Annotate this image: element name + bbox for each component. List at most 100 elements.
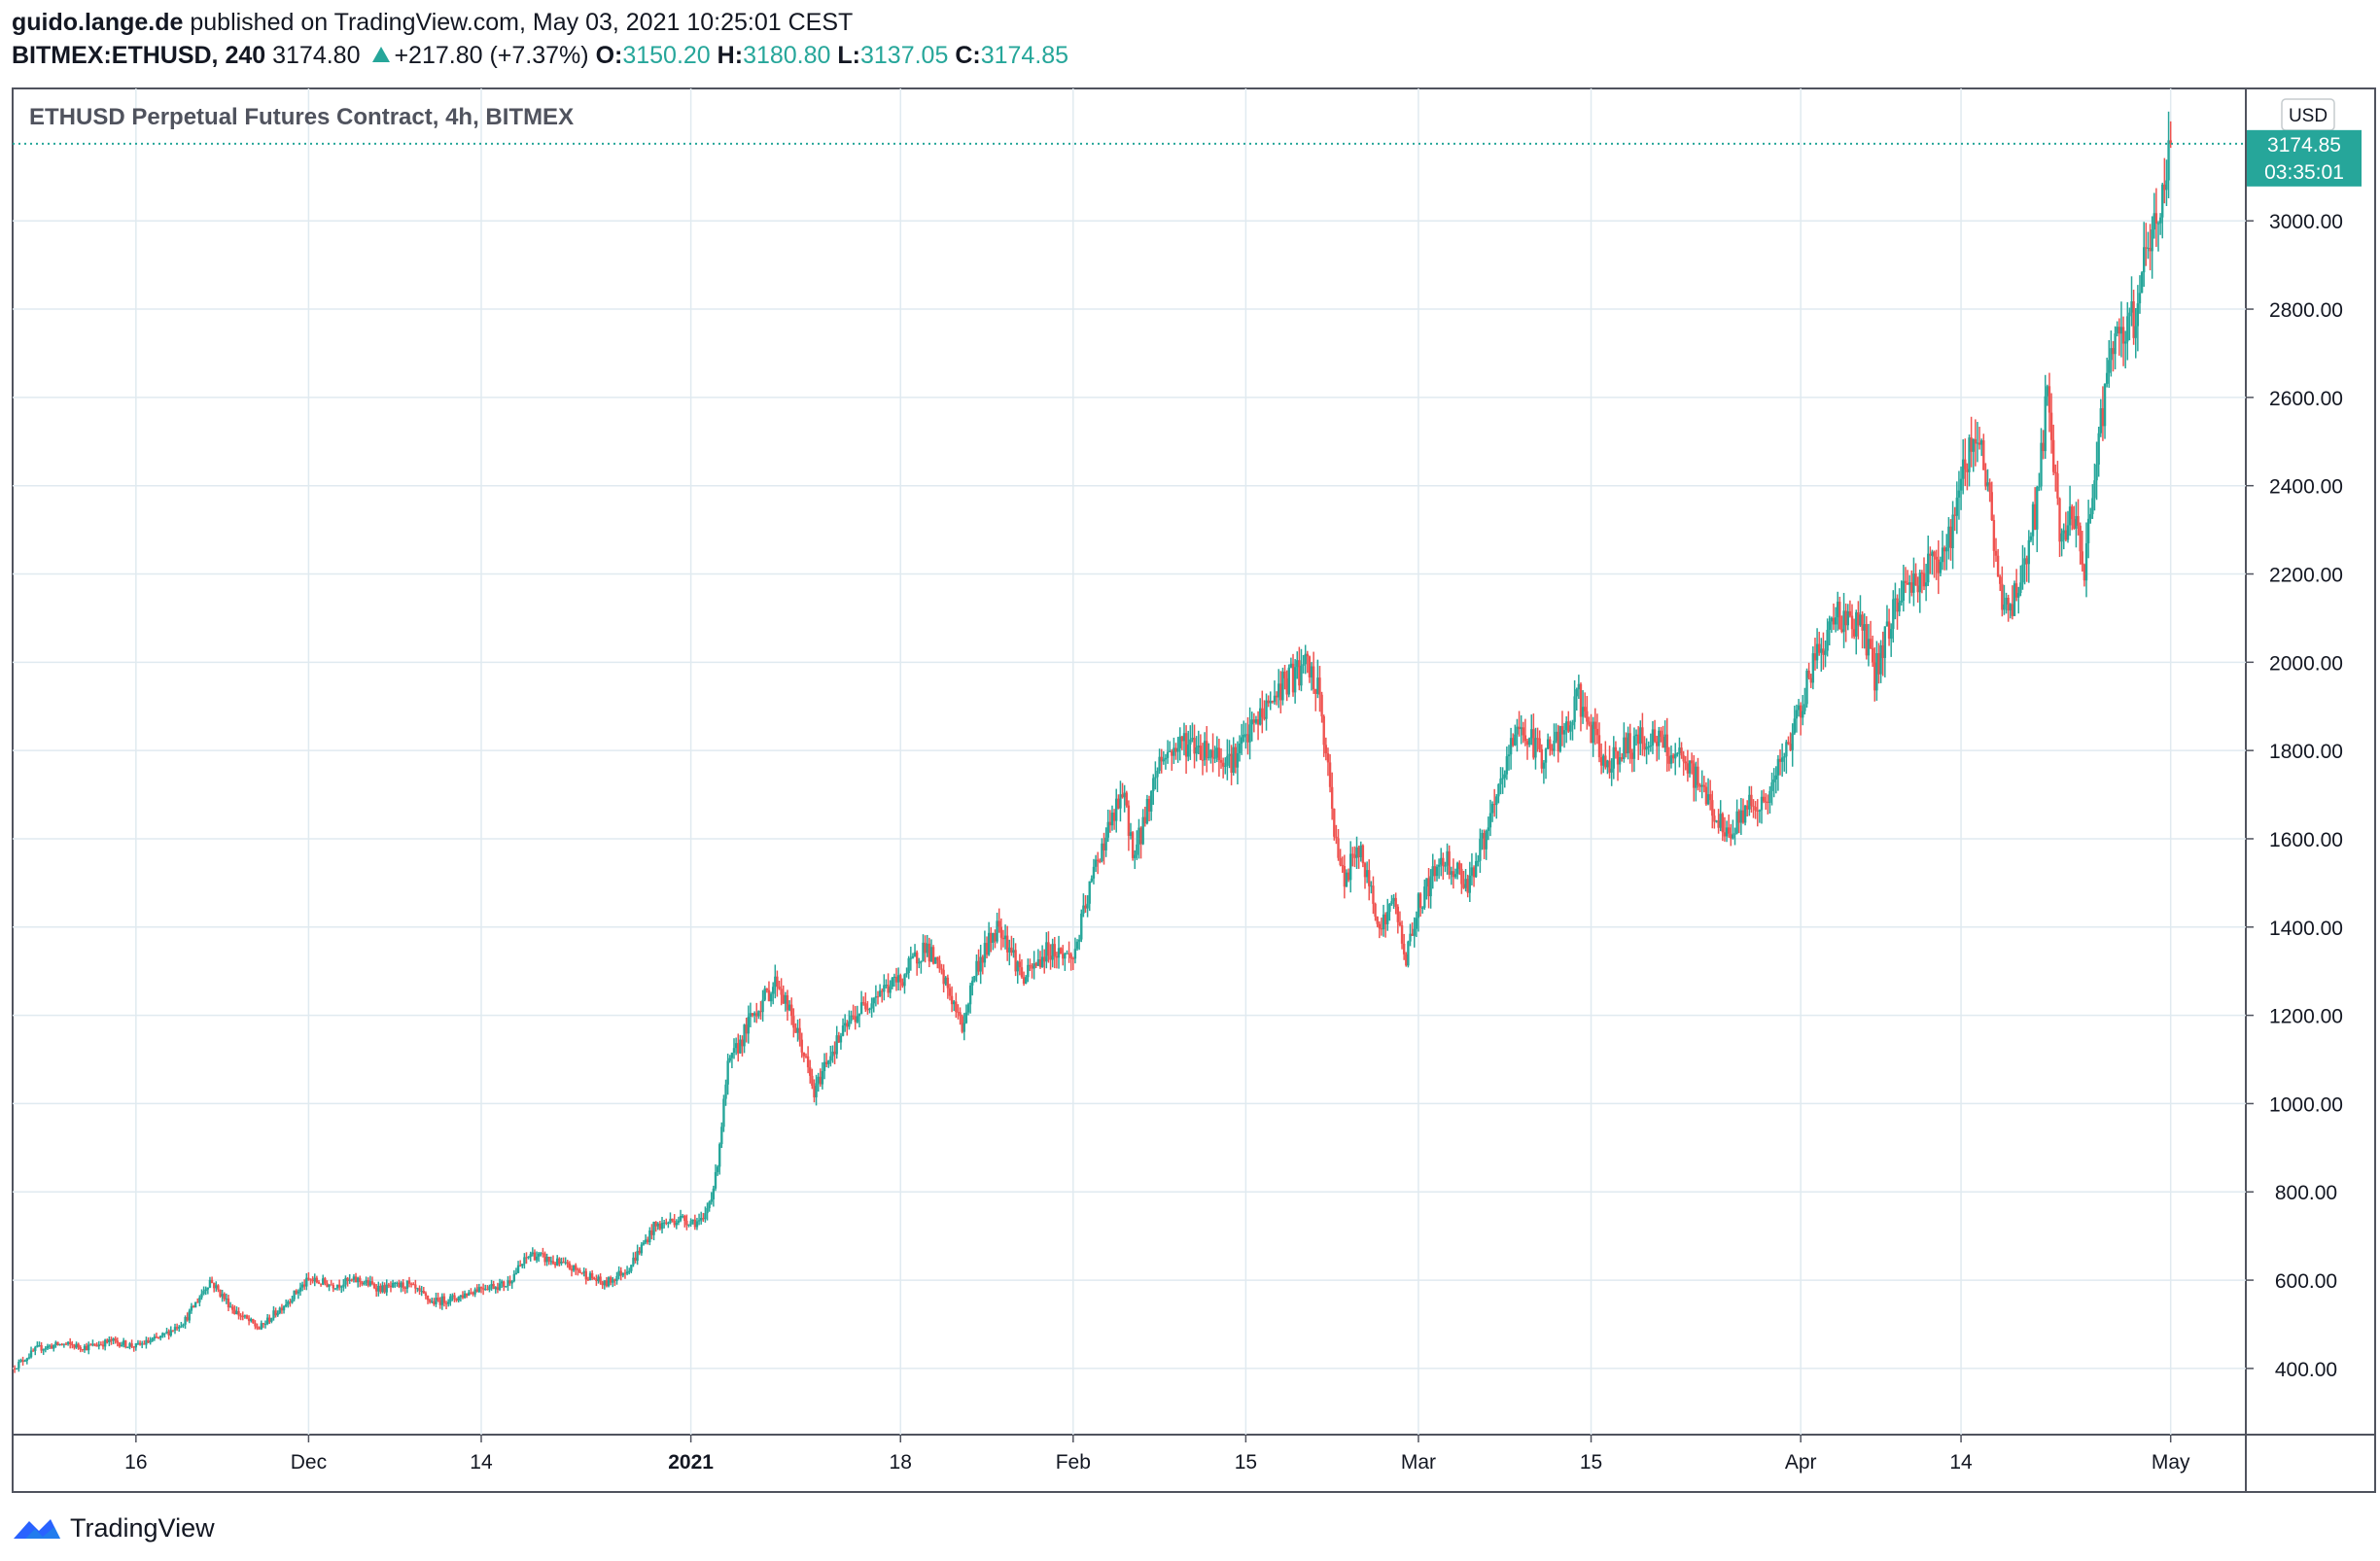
candle-body [2108,360,2111,373]
candle-body [778,986,781,989]
candle-body [428,1300,432,1302]
candle-body [1756,810,1759,812]
up-arrow-icon [372,47,391,62]
candle-body [1036,959,1040,966]
candle-body [545,1256,548,1263]
high-label: H: [717,42,744,69]
candle-body [1029,964,1032,966]
y-tick-label: 400.00 [2275,1359,2337,1381]
candle-body [535,1256,539,1261]
candle-body [1834,617,1838,625]
candle-body [256,1326,259,1329]
candle-body [1156,771,1159,778]
candle-body [752,1013,756,1016]
candle-body [2116,327,2118,333]
candle-body [496,1287,500,1291]
candle-body [1217,747,1221,760]
candle-body [599,1276,602,1283]
candle-body [804,1056,808,1058]
candle-body [1088,881,1091,904]
candle-body [679,1216,682,1221]
open-value: 3150.20 [622,42,711,69]
candle-body [2064,530,2068,540]
candle-body [1062,954,1065,959]
candle-body [398,1282,401,1288]
candle-body [1837,602,1839,618]
countdown-label: 03:35:01 [2264,161,2344,184]
candle-body [1049,955,1052,960]
author-name[interactable]: guido.lange.de [12,9,184,36]
candle-body [175,1327,179,1329]
candle-body [1444,865,1447,867]
candle-body [909,957,913,959]
candle-body [383,1285,386,1293]
candle-body [1208,757,1210,759]
candle-body [1850,615,1854,630]
candle-body [1361,845,1365,864]
candle-body [634,1257,637,1262]
candle-body [1593,721,1596,729]
candle-body [1086,903,1089,909]
candle-body [1702,784,1706,787]
candle-body [899,975,902,983]
candle-body [1453,874,1457,878]
candle-body [1279,683,1282,701]
candle-body [1084,905,1087,909]
candle-body [1413,928,1416,936]
candle-body [1877,653,1880,675]
candle-body [652,1222,655,1235]
candle-body [414,1284,417,1289]
candle-body [864,1003,867,1010]
candle-body [1363,863,1367,878]
candle-body [1032,963,1035,969]
candle-body [979,956,982,972]
tradingview-brand[interactable]: TradingView [70,1512,215,1543]
candle-body [821,1070,824,1085]
candle-body [1924,582,1928,587]
candle-body [270,1318,273,1322]
candle-body [798,1027,801,1040]
candle-body [1388,903,1391,913]
candle-body [1697,766,1699,785]
candle-body [2126,316,2129,342]
x-tick-label: Mar [1401,1451,1436,1474]
symbol-label: BITMEX:ETHUSD, 240 [12,42,266,69]
candle-body [1941,547,1944,563]
price-chart[interactable]: 400.00 600.00 800.00 1000.00 1200.00 1400.00 1… [0,0,2380,1502]
candle-body [475,1289,478,1292]
candle-body [1630,752,1634,759]
candle-body [16,1368,18,1370]
candle-body [1832,617,1836,625]
candle-body [1916,585,1919,593]
candle-body [630,1265,633,1271]
candle-body [313,1277,316,1282]
candle-body [769,993,773,1002]
candle-body [763,988,766,1000]
candle-body [372,1283,376,1289]
candle-body [260,1323,262,1330]
candle-body [1101,843,1103,861]
candle-body [1612,746,1615,769]
x-tick-label: 15 [1235,1451,1257,1474]
candle-body [1680,747,1683,756]
candle-body [272,1310,275,1319]
candle-body [1300,665,1303,686]
candle-body [1374,903,1377,918]
candle-body [1625,737,1628,754]
y-tick-label: 600.00 [2275,1270,2337,1293]
candle-body [2093,480,2096,499]
candle-body [322,1278,325,1285]
candle-body [687,1224,690,1226]
candle-body [2009,604,2012,611]
candle-body [2165,180,2168,191]
candle-body [48,1345,52,1347]
candle-body [523,1257,526,1265]
candle-body [1051,944,1054,960]
candle-body [2154,213,2158,224]
tradingview-logo-icon[interactable] [12,1513,62,1543]
candle-body [642,1242,646,1245]
candle-body [1152,778,1155,791]
candle-body [1488,813,1492,828]
candle-body [1655,741,1659,746]
candle-body [1509,738,1513,755]
